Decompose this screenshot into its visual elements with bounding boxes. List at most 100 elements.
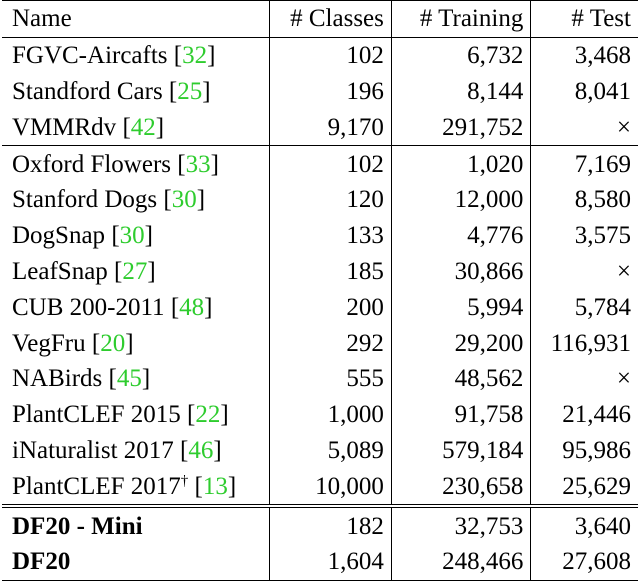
table-row: PlantCLEF 2017† [13] 10,000 230,658 25,6… (2, 468, 638, 507)
classes-cell: 200 (269, 289, 392, 326)
dataset-label: CUB 200-2011 (12, 293, 165, 321)
test-cell: 3,640 (530, 504, 638, 544)
dataset-label: FGVC-Aircafts (12, 42, 168, 70)
dataset-label: Standford Cars (12, 77, 163, 105)
classes-cell: 185 (269, 253, 392, 290)
citation-link[interactable]: 46 (188, 436, 214, 464)
classes-cell: 5,089 (269, 432, 392, 469)
training-cell: 12,000 (391, 181, 532, 218)
test-cell: 8,041 (574, 77, 631, 105)
training-cell: 1,020 (391, 145, 532, 182)
dataset-name: NABirds [45] (2, 360, 271, 397)
test-cell: 8,580 (574, 186, 631, 214)
test-cell: 7,169 (530, 145, 638, 182)
training-cell: 4,776 (391, 217, 532, 254)
classes-cell: 1,000 (269, 396, 392, 433)
dataset-name: PlantCLEF 2015 [22] (2, 396, 271, 433)
table-row: Standford Cars [25] 196 8,144 8,041 (2, 73, 638, 110)
test-cell: 95,986 (562, 436, 631, 464)
training-cell: 579,184 (391, 432, 532, 469)
classes-cell: 9,170 (269, 109, 392, 146)
citation-link[interactable]: 30 (171, 186, 197, 214)
classes-cell: 1,604 (269, 543, 392, 581)
training-cell: 29,200 (391, 325, 532, 361)
dataset-name: CUB 200-2011 [48] (2, 289, 271, 326)
classes-cell: 120 (269, 181, 392, 218)
header-test: # Test (530, 0, 638, 38)
dataset-name: VMMRdv [42] (2, 109, 271, 146)
test-cell: 3,468 (574, 42, 631, 70)
table-row: FGVC-Aircafts [32] 102 6,732 3,468 (2, 37, 638, 74)
dagger-footnote-mark: † (180, 472, 189, 489)
classes-cell: 292 (269, 325, 392, 361)
classes-cell: 182 (269, 504, 392, 544)
dataset-name: PlantCLEF 2017† [13] (2, 468, 271, 507)
citation-link[interactable]: 33 (185, 150, 211, 178)
header-classes: # Classes (269, 0, 392, 38)
citation-link[interactable]: 30 (119, 222, 145, 250)
training-cell: 8,144 (391, 73, 532, 110)
citation-link[interactable]: 45 (116, 365, 142, 393)
citation-link[interactable]: 42 (130, 113, 156, 141)
test-cell: × (616, 113, 631, 141)
table-row: Oxford Flowers [33] 102 1,020 7,169 (2, 145, 638, 182)
citation-link[interactable]: 13 (202, 472, 228, 500)
test-cell: × (616, 257, 631, 285)
dataset-name: LeafSnap [27] (2, 253, 271, 290)
classes-cell: 10,000 (269, 468, 392, 507)
test-cell: 25,629 (562, 472, 631, 500)
dataset-name: VegFru [20] (2, 325, 271, 361)
table-row: iNaturalist 2017 [46] 5,089 579,184 95,9… (2, 432, 638, 469)
table-row: VMMRdv [42] 9,170 291,752 × (2, 109, 638, 146)
dataset-label: LeafSnap (12, 257, 108, 285)
dataset-name: DF20 - Mini (2, 504, 271, 544)
training-cell: 248,466 (391, 543, 532, 581)
test-cell: 5,784 (574, 293, 631, 321)
citation-link[interactable]: 22 (195, 401, 221, 429)
dataset-label: VegFru (12, 329, 86, 357)
training-cell: 30,866 (391, 253, 532, 290)
table-row: PlantCLEF 2015 [22] 1,000 91,758 21,446 (2, 396, 638, 433)
training-cell: 6,732 (391, 37, 532, 74)
test-cell: 21,446 (562, 401, 631, 429)
training-cell: 48,562 (391, 360, 532, 397)
table-row: DogSnap [30] 133 4,776 3,575 (2, 217, 638, 254)
table-row: DF20 - Mini 182 32,753 3,640 (2, 504, 638, 544)
test-cell: 116,931 (550, 329, 631, 357)
citation-link[interactable]: 27 (122, 257, 148, 285)
dataset-label: DogSnap (12, 222, 106, 250)
dataset-name: iNaturalist 2017 [46] (2, 432, 271, 469)
dataset-label: iNaturalist 2017 (12, 436, 174, 464)
training-cell: 5,994 (391, 289, 532, 326)
training-cell: 230,658 (391, 468, 532, 507)
table-header-row: Name # Classes # Training # Test (2, 0, 638, 38)
header-training: # Training (391, 0, 532, 38)
test-cell: 3,575 (574, 222, 631, 250)
dataset-label: NABirds (12, 365, 103, 393)
training-cell: 91,758 (391, 396, 532, 433)
table-row: CUB 200-2011 [48] 200 5,994 5,784 (2, 289, 638, 326)
dataset-label: VMMRdv (12, 113, 117, 141)
table-row: Stanford Dogs [30] 120 12,000 8,580 (2, 181, 638, 218)
citation-link[interactable]: 25 (177, 77, 203, 105)
classes-cell: 196 (269, 73, 392, 110)
dataset-name: DF20 (2, 543, 271, 581)
table-row: VegFru [20] 292 29,200 116,931 (2, 325, 638, 361)
dataset-name: FGVC-Aircafts [32] (2, 37, 271, 74)
test-cell: × (616, 365, 631, 393)
test-cell: 27,608 (530, 543, 638, 581)
citation-link[interactable]: 32 (182, 42, 208, 70)
classes-cell: 133 (269, 217, 392, 254)
dataset-label: PlantCLEF 2015 (12, 401, 181, 429)
classes-cell: 102 (269, 145, 392, 182)
classes-cell: 555 (269, 360, 392, 397)
dataset-name: DogSnap [30] (2, 217, 271, 254)
classes-cell: 102 (269, 37, 392, 74)
citation-link[interactable]: 48 (179, 293, 205, 321)
dataset-name: Standford Cars [25] (2, 73, 271, 110)
table-row: LeafSnap [27] 185 30,866 × (2, 253, 638, 290)
table-row: DF20 1,604 248,466 27,608 (2, 543, 638, 581)
citation-link[interactable]: 20 (100, 329, 126, 357)
